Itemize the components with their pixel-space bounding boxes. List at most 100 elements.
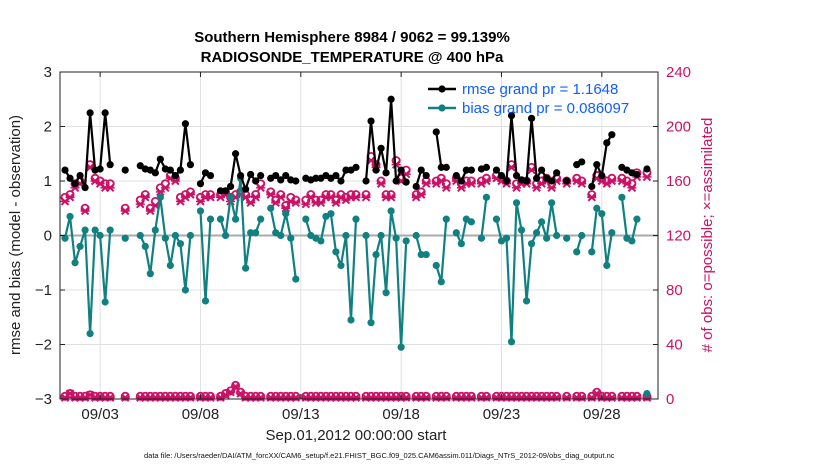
bias-line	[495, 201, 558, 343]
obs-assimilated-upper-point	[547, 183, 557, 193]
bias-point	[106, 226, 114, 234]
rmse-point	[71, 180, 79, 188]
bias-point	[608, 229, 616, 237]
bias-point	[171, 231, 179, 240]
rmse-point	[166, 166, 174, 174]
bias-point	[121, 234, 129, 242]
obs-assimilated-lower-point	[185, 393, 195, 402]
bias-line	[480, 197, 488, 239]
rmse-point	[548, 177, 556, 185]
bias-line	[63, 215, 112, 335]
bias-point	[618, 193, 626, 201]
obs-possible-lower-point	[441, 391, 451, 401]
chart-title: Southern Hemisphere 8984 / 9062 = 99.139…	[194, 29, 510, 46]
rmse-point	[402, 178, 410, 186]
legend-rmse-label: rmse grand pr = 1.1648	[462, 81, 618, 98]
obs-assimilated-lower-point	[466, 393, 476, 402]
y-right-tick-label: 200	[666, 119, 691, 136]
obs-possible-lower-point	[421, 391, 431, 401]
bias-line	[304, 212, 358, 322]
bias-point	[66, 212, 74, 221]
bias-point	[161, 234, 169, 242]
rmse-point	[507, 112, 516, 120]
obs-possible-lower-point	[552, 391, 562, 401]
bias-point	[292, 275, 300, 283]
rmse-point	[532, 174, 541, 182]
rmse-point	[578, 158, 586, 166]
obs-assimilated-upper-point	[251, 193, 261, 202]
obs-assimilated-upper-point	[361, 193, 371, 202]
legend-bias-label: bias grand pr = 0.086097	[462, 100, 629, 117]
bias-point	[593, 204, 601, 212]
x-tick-label: 09/03	[81, 406, 119, 423]
bias-point	[457, 240, 465, 248]
x-axis: 09/03 09/08 09/13 09/18 09/23 09/28	[81, 72, 621, 423]
bias-point	[502, 234, 511, 242]
obs-assimilated-upper-point	[466, 179, 476, 188]
bias-point	[302, 215, 310, 223]
obs-possible-lower-point	[206, 391, 216, 401]
rmse-point	[156, 155, 164, 163]
rmse-point	[387, 95, 395, 103]
y-tick-label: 0	[44, 228, 52, 245]
obs-assimilated-lower-point	[256, 393, 266, 402]
bias-point	[76, 242, 84, 250]
bias-point	[382, 289, 390, 297]
obs-assimilated-upper-point	[301, 199, 311, 209]
bias-point	[337, 261, 345, 270]
rmse-point	[497, 171, 506, 180]
bias-point	[146, 270, 154, 278]
obs-assimilated-upper-point	[642, 172, 652, 182]
rmse-point	[332, 171, 340, 180]
bias-point	[282, 210, 290, 218]
rmse-point	[196, 180, 205, 188]
legend: rmse grand pr = 1.1648 bias grand pr = 0…	[428, 81, 629, 117]
bias-point	[412, 231, 420, 240]
rmse-point	[237, 171, 245, 180]
obs-assimilated-lower-point	[481, 393, 491, 402]
bias-point	[527, 240, 536, 248]
bias-point	[517, 226, 526, 234]
obs-assimilated-upper-point	[376, 179, 386, 188]
rmse-point	[61, 166, 69, 174]
obs-assimilated-lower-point	[632, 393, 642, 402]
rmse-point	[633, 170, 641, 179]
obs-assimilated-upper-point	[160, 183, 170, 193]
bias-point	[543, 234, 551, 242]
bias-point	[422, 250, 430, 259]
obs-assimilated-upper-point	[256, 183, 266, 193]
rmse-point	[96, 165, 104, 173]
rmse-point	[121, 166, 129, 174]
obs-markers	[60, 151, 652, 402]
bias-point	[136, 231, 144, 240]
rmse-point	[643, 165, 651, 173]
rmse-point	[292, 177, 300, 185]
bias-point	[392, 234, 400, 242]
rmse-point	[522, 177, 531, 185]
bias-point	[507, 338, 516, 346]
rmse-point	[312, 174, 320, 182]
x-tick-label: 09/08	[182, 406, 220, 423]
rmse-point	[81, 183, 89, 192]
rmse-point	[86, 109, 94, 117]
obs-possible-lower-point	[562, 391, 572, 401]
obs-assimilated-upper-point	[527, 165, 537, 175]
bias-point	[573, 248, 581, 256]
rmse-point	[66, 174, 74, 182]
rmse-point	[502, 177, 511, 185]
x-tick-label: 09/23	[483, 406, 521, 423]
bias-point	[377, 231, 385, 240]
bias-line	[269, 208, 297, 280]
legend-bias-marker	[438, 104, 446, 112]
bias-point	[317, 237, 325, 245]
rmse-point	[372, 166, 380, 174]
rmse-point	[242, 185, 250, 193]
bias-point	[61, 234, 69, 242]
y-axis-left: −3 −2 −1 0 1 2 3	[35, 64, 65, 408]
bias-series	[61, 174, 651, 398]
rmse-point	[106, 161, 114, 169]
bias-point	[226, 193, 235, 201]
bias-point	[277, 231, 285, 240]
bias-point	[522, 297, 531, 305]
bias-point	[252, 229, 260, 237]
